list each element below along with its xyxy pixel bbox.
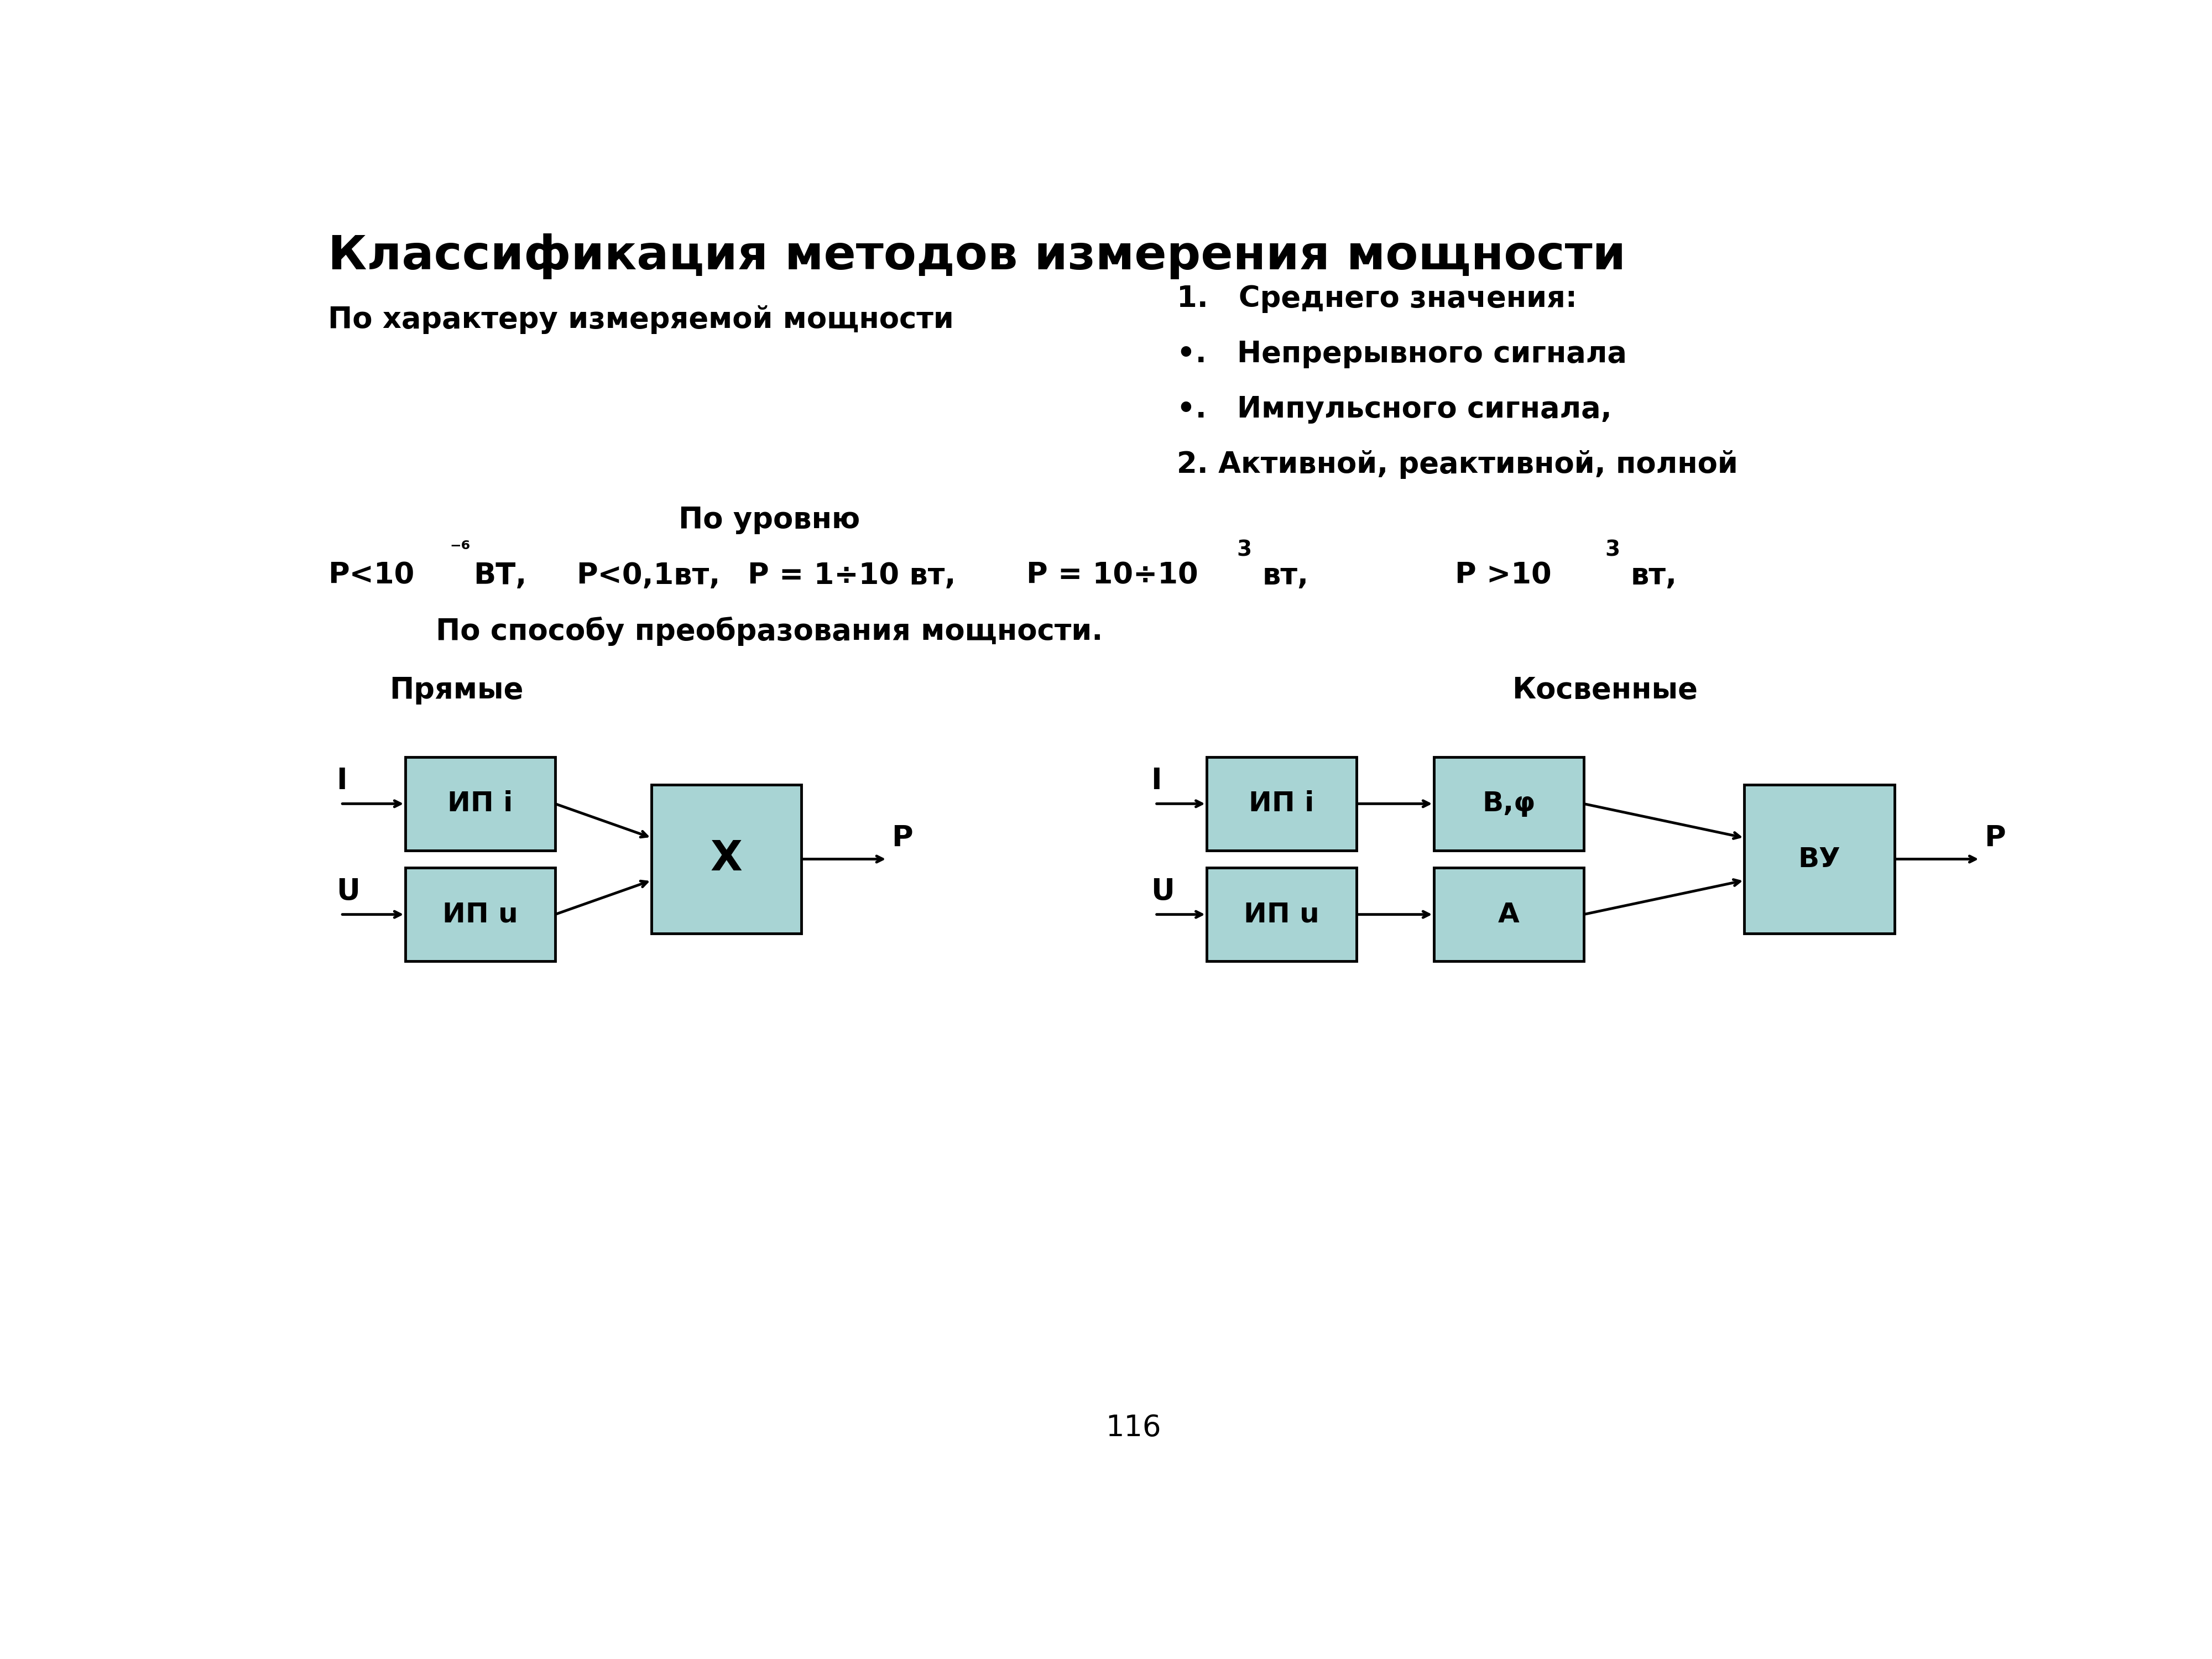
Text: вт,: вт, <box>1630 561 1677 591</box>
FancyBboxPatch shape <box>1745 785 1893 934</box>
Text: Р = 10÷10: Р = 10÷10 <box>1026 561 1199 591</box>
Text: Р >10: Р >10 <box>1455 561 1551 591</box>
Text: ИП u: ИП u <box>442 901 518 927</box>
Text: ВТ,: ВТ, <box>473 561 526 591</box>
Text: Р<0,1вт,: Р<0,1вт, <box>577 561 721 591</box>
Text: А: А <box>1498 901 1520 927</box>
Text: P: P <box>891 825 914 853</box>
Text: 116: 116 <box>1106 1413 1161 1442</box>
Text: U: U <box>1150 878 1175 906</box>
FancyBboxPatch shape <box>405 757 555 851</box>
Text: P: P <box>1984 825 2006 853</box>
Text: I: I <box>336 766 347 795</box>
Text: В,φ: В,φ <box>1482 790 1535 816</box>
Text: Х: Х <box>710 839 743 879</box>
Text: Косвенные: Косвенные <box>1513 675 1699 705</box>
Text: По уровню: По уровню <box>679 506 860 534</box>
Text: U: U <box>336 878 361 906</box>
FancyBboxPatch shape <box>1433 868 1584 961</box>
FancyBboxPatch shape <box>1206 868 1356 961</box>
Text: По характеру измеряемой мощности: По характеру измеряемой мощности <box>327 305 953 335</box>
Text: 3: 3 <box>1606 539 1619 561</box>
FancyBboxPatch shape <box>1433 757 1584 851</box>
Text: 1.   Среднего значения:: 1. Среднего значения: <box>1177 284 1577 314</box>
FancyBboxPatch shape <box>1206 757 1356 851</box>
Text: Р<10: Р<10 <box>327 561 414 591</box>
FancyBboxPatch shape <box>405 868 555 961</box>
Text: ⁻⁶: ⁻⁶ <box>449 539 471 561</box>
Text: •.   Непрерывного сигнала: •. Непрерывного сигнала <box>1177 340 1626 368</box>
Text: Р = 1÷10 вт,: Р = 1÷10 вт, <box>748 561 956 591</box>
Text: 2. Активной, реактивной, полной: 2. Активной, реактивной, полной <box>1177 450 1739 479</box>
Text: ИП i: ИП i <box>447 790 513 816</box>
Text: •.   Импульсного сигнала,: •. Импульсного сигнала, <box>1177 395 1613 423</box>
Text: Классификация методов измерения мощности: Классификация методов измерения мощности <box>327 234 1626 279</box>
Text: По способу преобразования мощности.: По способу преобразования мощности. <box>436 617 1104 645</box>
Text: 3: 3 <box>1237 539 1252 561</box>
Text: I: I <box>1150 766 1161 795</box>
Text: ИП i: ИП i <box>1250 790 1314 816</box>
Text: вт,: вт, <box>1263 561 1310 591</box>
Text: Прямые: Прямые <box>389 675 524 705</box>
FancyBboxPatch shape <box>653 785 801 934</box>
Text: ВУ: ВУ <box>1798 846 1840 873</box>
Text: ИП u: ИП u <box>1243 901 1318 927</box>
